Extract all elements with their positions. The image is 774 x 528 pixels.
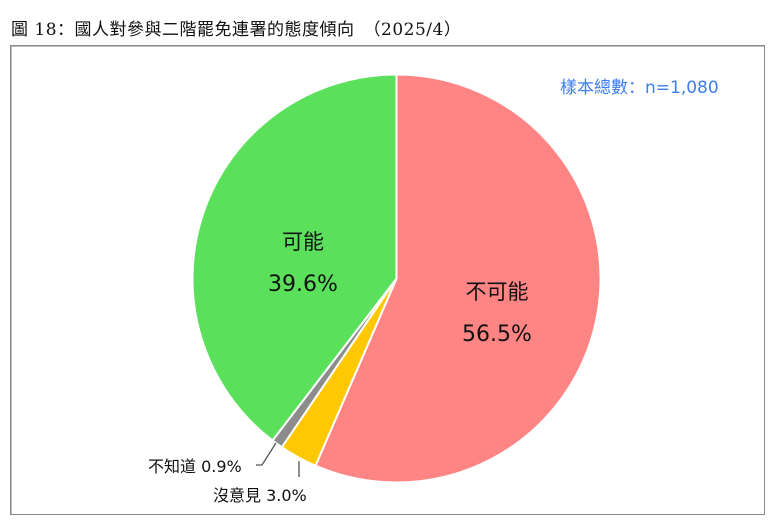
slice-label-likely-pct: 39.6% bbox=[268, 272, 338, 297]
slice-label-likely-name: 可能 bbox=[282, 230, 324, 254]
slice-label-no-opinion: 沒意見 3.0% bbox=[213, 486, 307, 505]
figure-title: 圖 18：國人對參與二階罷免連署的態度傾向 （2025/4） bbox=[11, 20, 462, 40]
slice-likely bbox=[191, 73, 398, 442]
sample-size-note: 樣本總數：n=1,080 bbox=[560, 78, 719, 98]
slice-label-likely: 可能 39.6% bbox=[253, 226, 353, 297]
slice-label-unlikely-pct: 56.5% bbox=[462, 322, 532, 347]
slice-label-dont-know: 不知道 0.9% bbox=[148, 457, 242, 476]
leader-line-dont-know bbox=[256, 442, 277, 466]
slice-label-unlikely-name: 不可能 bbox=[465, 280, 529, 304]
slice-label-unlikely: 不可能 56.5% bbox=[447, 276, 547, 347]
chart-frame bbox=[10, 45, 765, 515]
slice-unlikely bbox=[314, 73, 602, 484]
